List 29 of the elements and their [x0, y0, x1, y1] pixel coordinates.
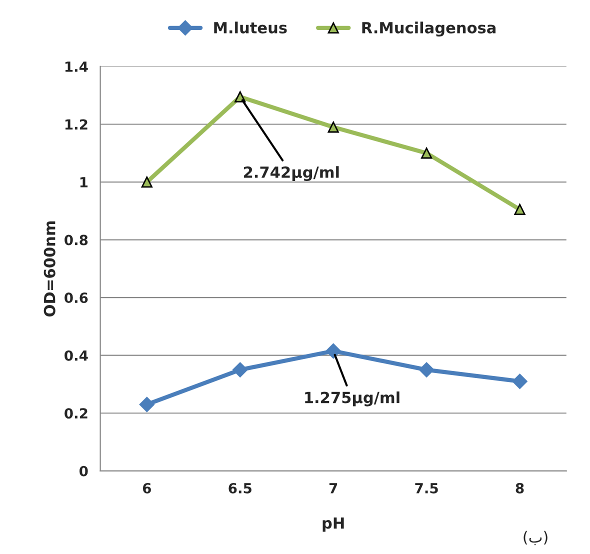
- point: [421, 148, 432, 159]
- y-axis-title: OD=600nm: [44, 221, 56, 317]
- y-tick-label: 0.6: [64, 292, 88, 304]
- x-tick-label: 6.5: [228, 482, 252, 494]
- x-tick-label: 6: [142, 482, 151, 494]
- y-tick-label: 0.4: [64, 350, 88, 361]
- annotation: 1.275µg/ml: [305, 391, 400, 406]
- point: [514, 204, 526, 216]
- y-tick-label: 1: [80, 177, 88, 188]
- x-tick-label: 7: [329, 483, 338, 494]
- annotation: 2.742µg/ml: [244, 166, 339, 182]
- y-tick-label: 0.8: [64, 234, 88, 246]
- y-tick-label: 1.2: [65, 119, 88, 130]
- x-tick-label: 8: [516, 482, 524, 494]
- point: [326, 343, 341, 359]
- point: [419, 362, 434, 378]
- legend-label: R.Mucilagenosa: [362, 22, 496, 37]
- legend-label: M.luteus: [214, 22, 287, 34]
- point: [139, 396, 154, 412]
- point: [328, 122, 339, 133]
- y-tick-label: 0.2: [64, 408, 88, 419]
- y-tick-label: 1.4: [65, 62, 88, 72]
- point: [512, 374, 528, 389]
- text: (ب): [524, 530, 548, 546]
- y-tick-label: 0: [79, 466, 88, 476]
- point: [141, 176, 152, 188]
- point: [232, 362, 248, 378]
- x-axis-title: pH: [322, 517, 344, 532]
- x-tick-label: 7.5: [415, 483, 438, 494]
